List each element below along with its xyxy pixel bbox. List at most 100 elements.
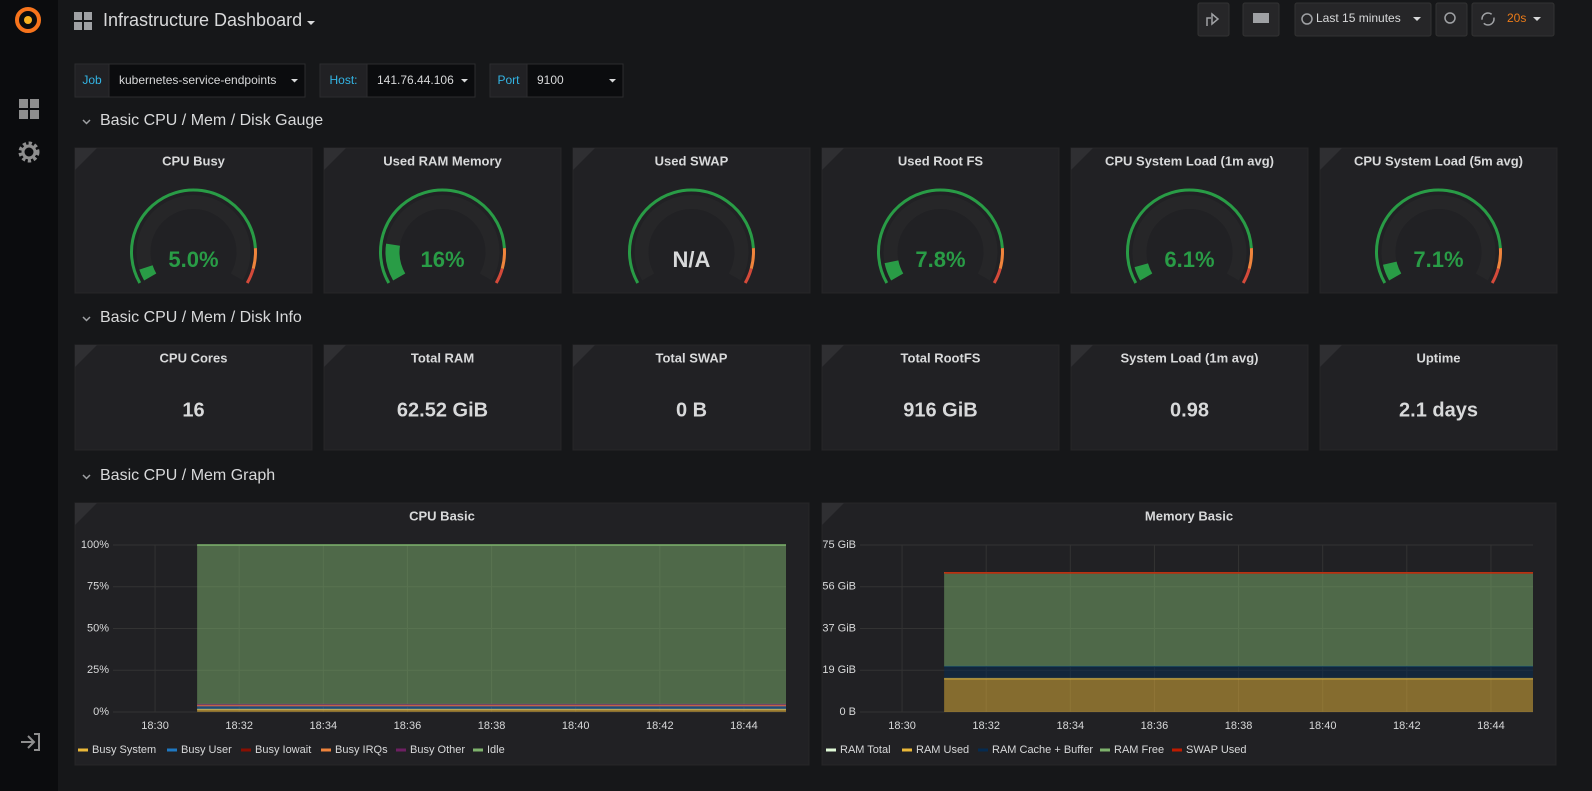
icon-part [30,99,39,108]
gauge-label: 7.1% [1413,247,1463,272]
gauge-threshold [1126,188,1253,284]
clock-icon [1301,13,1313,25]
dashboards-icon[interactable] [19,99,39,119]
legend-label[interactable]: Idle [487,744,505,756]
panel-title[interactable]: Uptime [1416,350,1460,365]
gauge-threshold [494,268,504,284]
variable-value: kubernetes-service-endpoints [119,73,276,87]
y-tick-label: 37 GiB [822,622,856,634]
stat-value: 2.1 days [1399,399,1478,421]
variable-label: Job [82,73,102,87]
panel-info-corner [324,345,346,367]
legend-label[interactable]: Busy Other [410,744,465,756]
area [944,572,1533,667]
variable-select[interactable] [108,63,306,98]
panel-info-corner [822,148,844,170]
x-tick-label: 18:32 [225,720,253,732]
gauge-track [136,195,251,281]
panel-title[interactable]: System Load (1m avg) [1121,350,1259,365]
variable-select[interactable] [366,63,476,98]
panel [572,344,811,451]
x-tick-label: 18:42 [646,720,674,732]
panel-title[interactable]: Used Root FS [898,153,984,168]
logo[interactable] [15,7,41,33]
y-tick-label: 0 B [839,706,856,718]
panel [323,344,562,451]
panel-info-corner [1071,148,1093,170]
stat-value: 16 [182,399,204,421]
x-tick-label: 18:30 [888,720,916,732]
logo-ring [15,7,41,33]
panel-title[interactable]: CPU Basic [409,508,475,523]
icon-part [19,99,28,108]
share-button[interactable] [1197,2,1230,37]
legend-label[interactable]: Busy Iowait [255,744,311,756]
zoom-button[interactable] [1435,2,1468,37]
collapse-chevron[interactable] [82,316,91,322]
panel-title[interactable]: Memory Basic [1145,508,1233,523]
panel-title[interactable]: CPU Cores [160,350,228,365]
section-title: Basic CPU / Mem Graph [100,467,275,484]
gauge-track [1381,195,1496,281]
sidebar [0,0,58,791]
panel-title[interactable]: Total RAM [411,350,474,365]
panel-title[interactable]: Total SWAP [656,350,728,365]
variable-value: 141.76.44.106 [377,73,454,87]
legend-label[interactable]: RAM Total [840,744,891,756]
gauge-label: 7.8% [915,247,965,272]
stat-value: 0 B [676,399,707,421]
dashboard-title[interactable]: Infrastructure Dashboard [103,10,302,30]
gauge-track [883,195,998,281]
panel-title[interactable]: CPU Busy [162,153,226,168]
panel-title[interactable]: CPU System Load (1m avg) [1105,153,1274,168]
legend-label[interactable]: Busy User [181,744,232,756]
stat-value: 916 GiB [903,399,977,421]
variable-label-box [319,63,368,98]
settings-icon[interactable] [18,141,40,163]
gauge-threshold [1496,248,1502,270]
y-tick-label: 75% [87,581,109,593]
y-tick-label: 50% [87,622,109,634]
icon-part [84,12,92,20]
variable-select[interactable] [526,63,624,98]
caret [291,79,298,83]
panel-title[interactable]: Used RAM Memory [383,153,502,168]
area [197,545,786,705]
legend-label[interactable]: RAM Used [916,744,969,756]
x-tick-label: 18:40 [562,720,590,732]
panel-title[interactable]: Used SWAP [655,153,729,168]
dashboard-icon [74,12,92,30]
panel-title[interactable]: CPU System Load (5m avg) [1354,153,1523,168]
legend-label[interactable]: Busy IRQs [335,744,388,756]
gauge-value [1382,261,1402,281]
icon-part [74,22,82,30]
collapse-chevron[interactable] [82,119,91,125]
x-tick-label: 18:40 [1309,720,1337,732]
legend-label[interactable]: Busy System [92,744,156,756]
variable-value: 9100 [537,73,564,87]
legend-label[interactable]: RAM Cache + Buffer [992,744,1093,756]
sign-in-icon[interactable] [21,733,40,751]
panel [323,147,562,294]
panel-info-corner [75,148,97,170]
variable-label-box [489,63,528,98]
legend-label[interactable]: SWAP Used [1186,744,1247,756]
time-picker[interactable] [1294,2,1432,37]
tv-icon [1253,13,1269,23]
gauge-threshold [1247,248,1253,270]
gauge-threshold [1490,268,1500,284]
gauge-value [1134,263,1153,281]
caret [609,79,616,83]
collapse-chevron[interactable] [82,474,91,480]
gauge-threshold [998,248,1004,270]
panel-info-corner [822,503,844,525]
area [944,678,1533,712]
refresh-button[interactable] [1471,2,1555,37]
gauge-threshold [1241,268,1251,284]
gauge-value [884,260,904,281]
x-tick-label: 18:36 [394,720,422,732]
panel-title[interactable]: Total RootFS [901,350,981,365]
variable-label: Port [497,73,520,87]
legend-label[interactable]: RAM Free [1114,744,1164,756]
